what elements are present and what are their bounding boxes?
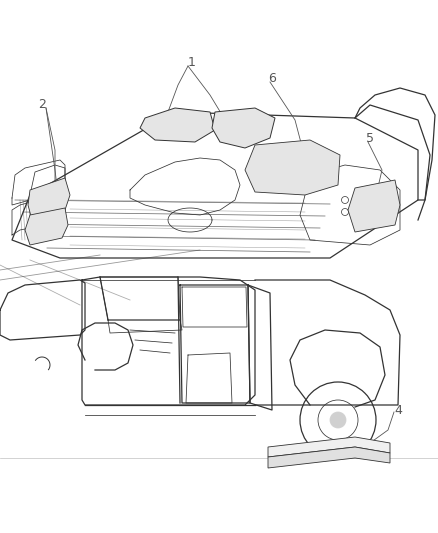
Polygon shape xyxy=(268,437,390,457)
Polygon shape xyxy=(245,140,340,195)
Text: 2: 2 xyxy=(38,99,46,111)
Polygon shape xyxy=(28,178,70,220)
Circle shape xyxy=(330,412,346,428)
Polygon shape xyxy=(140,108,215,142)
Polygon shape xyxy=(25,208,68,245)
Text: 5: 5 xyxy=(366,132,374,144)
Text: 6: 6 xyxy=(268,71,276,85)
Polygon shape xyxy=(212,108,275,148)
Polygon shape xyxy=(348,180,400,232)
Text: 4: 4 xyxy=(394,403,402,416)
Text: 1: 1 xyxy=(188,55,196,69)
Polygon shape xyxy=(268,447,390,468)
